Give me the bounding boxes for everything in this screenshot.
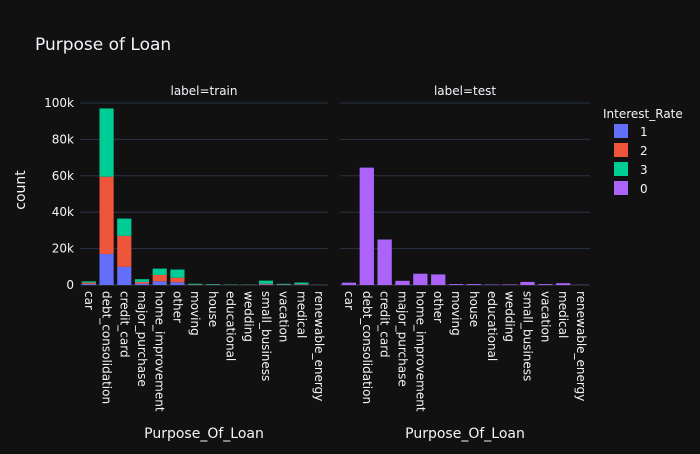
bar-p1-s0-small_business [520,282,534,285]
bar-p0-s2-car [82,283,96,284]
bar-p0-s3-vacation [277,284,291,285]
x-tick-label-p0-home_improvement: home_improvement [153,291,167,412]
x-tick-label-p1-vacation: vacation [538,291,552,342]
bar-p0-s2-home_improvement [153,275,167,281]
facet-label-train: label=train [170,84,237,98]
legend-swatch-0 [614,181,628,195]
x-tick-label-p0-major_purchase: major_purchase [135,291,149,387]
x-tick-label-p1-wedding: wedding [503,291,517,342]
y-tick-label-0: 0 [66,278,74,292]
x-tick-label-p0-debt_consolidation: debt_consolidation [100,291,114,404]
bar-p0-s1-other [170,282,184,285]
legend-label-2: 2 [640,144,648,158]
x-tick-label-p1-renewable_energy: renewable_energy [574,291,588,401]
bar-p1-s0-other [431,274,445,285]
bar-p0-s2-major_purchase [135,282,149,284]
x-axis-label-test: Purpose_Of_Loan [405,426,525,442]
x-tick-label-p1-major_purchase: major_purchase [396,291,410,387]
x-tick-label-p1-medical: medical [556,291,570,338]
bar-p0-s3-other [170,270,184,278]
y-tick-label-4: 80k [52,132,74,146]
x-tick-label-p1-car: car [342,291,356,310]
bar-p1-s0-debt_consolidation [360,168,374,285]
bar-p1-s0-moving [449,284,463,285]
bar-p1-s0-credit_card [378,240,392,286]
y-tick-label-5: 100k [44,96,74,110]
bar-p0-s3-medical [294,283,308,285]
bar-p0-s3-home_improvement [153,269,167,275]
bar-p0-s1-major_purchase [135,284,149,285]
bar-p0-s3-house [206,284,220,285]
bar-p1-s0-home_improvement [413,274,427,285]
bar-p0-s1-credit_card [117,267,131,285]
x-tick-label-p0-credit_card: credit_card [117,291,131,358]
bar-p0-s3-credit_card [117,219,131,236]
bar-p0-s2-credit_card [117,236,131,267]
y-tick-label-2: 40k [52,205,74,219]
bar-p0-s2-debt_consolidation [99,177,113,254]
bar-p1-s0-vacation [538,284,552,285]
x-tick-label-p0-wedding: wedding [241,291,255,342]
x-axis-label-train: Purpose_Of_Loan [144,426,264,442]
y-axis-label: count [13,170,29,210]
bar-p1-s0-house [467,284,481,285]
legend-label-0: 0 [640,182,648,196]
x-tick-label-p0-house: house [206,291,220,327]
chart-title: Purpose of Loan [35,35,171,55]
bar-p0-s3-small_business [259,281,273,284]
y-tick-label-1: 20k [52,242,74,256]
x-tick-label-p0-vacation: vacation [277,291,291,342]
bar-p0-s3-car [82,281,96,282]
x-tick-label-p0-small_business: small_business [259,291,273,381]
bar-p1-s0-medical [556,283,570,285]
bar-p0-s3-moving [188,284,202,285]
bar-p0-s1-home_improvement [153,281,167,285]
bar-p0-s2-small_business [259,284,273,285]
x-tick-label-p0-renewable_energy: renewable_energy [312,291,326,401]
bar-p0-s1-car [82,284,96,285]
legend-swatch-2 [614,143,628,157]
x-tick-label-p1-moving: moving [449,291,463,336]
x-tick-label-p1-credit_card: credit_card [378,291,392,358]
bar-p1-s0-major_purchase [395,281,409,285]
legend-swatch-3 [614,162,628,176]
legend-label-1: 1 [640,125,648,139]
x-tick-label-p1-small_business: small_business [521,291,535,381]
facet-label-test: label=test [434,84,496,98]
x-tick-label-p1-other: other [431,291,445,323]
bar-p0-s3-debt_consolidation [99,108,113,176]
bar-p0-s3-major_purchase [135,279,149,282]
y-tick-label-3: 60k [52,169,74,183]
x-tick-label-p1-house: house [467,291,481,327]
legend-label-3: 3 [640,163,648,177]
x-tick-label-p0-educational: educational [224,291,238,361]
bar-p0-s2-other [170,278,184,283]
x-tick-label-p1-home_improvement: home_improvement [413,291,427,412]
x-tick-label-p1-debt_consolidation: debt_consolidation [360,291,374,404]
bar-p1-s0-car [342,283,356,285]
x-tick-label-p0-medical: medical [294,291,308,338]
bar-p0-s1-debt_consolidation [99,254,113,285]
x-tick-label-p0-car: car [82,291,96,310]
legend-swatch-1 [614,124,628,138]
x-tick-label-p0-moving: moving [188,291,202,336]
x-tick-label-p1-educational: educational [485,291,499,361]
bar-p0-s1-small_business [259,284,273,285]
x-tick-label-p0-other: other [170,291,184,323]
bar-p1-s0-wedding [503,284,517,285]
legend-title: Interest_Rate [603,107,683,121]
